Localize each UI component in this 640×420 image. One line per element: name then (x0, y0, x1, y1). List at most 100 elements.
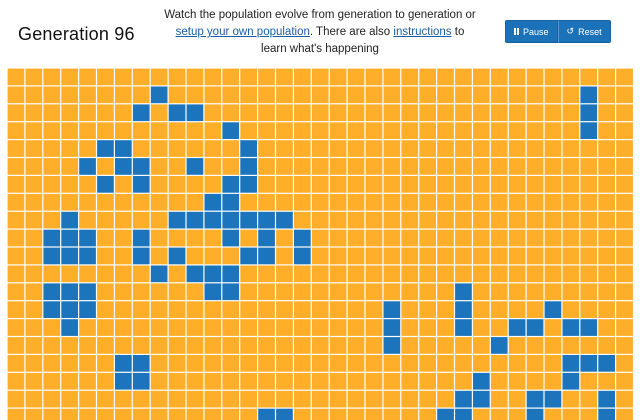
dead-cell[interactable] (598, 158, 615, 175)
dead-cell[interactable] (168, 193, 186, 211)
alive-cell[interactable] (115, 140, 132, 157)
dead-cell[interactable] (329, 176, 347, 193)
dead-cell[interactable] (526, 122, 544, 139)
dead-cell[interactable] (97, 390, 114, 408)
dead-cell[interactable] (526, 301, 544, 318)
dead-cell[interactable] (455, 140, 472, 157)
dead-cell[interactable] (276, 193, 293, 211)
dead-cell[interactable] (490, 408, 508, 420)
dead-cell[interactable] (240, 372, 257, 390)
dead-cell[interactable] (240, 355, 257, 372)
dead-cell[interactable] (276, 283, 293, 301)
dead-cell[interactable] (311, 193, 329, 211)
dead-cell[interactable] (132, 140, 150, 157)
dead-cell[interactable] (115, 247, 132, 265)
dead-cell[interactable] (240, 193, 257, 211)
dead-cell[interactable] (150, 319, 168, 336)
dead-cell[interactable] (419, 355, 436, 372)
dead-cell[interactable] (204, 372, 222, 390)
dead-cell[interactable] (329, 265, 347, 283)
dead-cell[interactable] (311, 229, 329, 247)
dead-cell[interactable] (61, 193, 78, 211)
alive-cell[interactable] (526, 408, 544, 420)
dead-cell[interactable] (25, 355, 43, 372)
dead-cell[interactable] (25, 104, 43, 122)
dead-cell[interactable] (7, 140, 25, 157)
dead-cell[interactable] (437, 372, 454, 390)
dead-cell[interactable] (61, 86, 78, 104)
dead-cell[interactable] (7, 193, 25, 211)
dead-cell[interactable] (186, 247, 204, 265)
dead-cell[interactable] (204, 104, 222, 122)
dead-cell[interactable] (347, 158, 365, 175)
dead-cell[interactable] (616, 176, 633, 193)
dead-cell[interactable] (204, 229, 222, 247)
dead-cell[interactable] (347, 176, 365, 193)
dead-cell[interactable] (616, 301, 633, 318)
alive-cell[interactable] (240, 158, 257, 175)
dead-cell[interactable] (294, 372, 311, 390)
dead-cell[interactable] (455, 355, 472, 372)
dead-cell[interactable] (204, 319, 222, 336)
dead-cell[interactable] (580, 68, 598, 86)
dead-cell[interactable] (526, 283, 544, 301)
dead-cell[interactable] (258, 193, 275, 211)
dead-cell[interactable] (347, 301, 365, 318)
dead-cell[interactable] (580, 193, 598, 211)
alive-cell[interactable] (43, 229, 61, 247)
dead-cell[interactable] (347, 86, 365, 104)
alive-cell[interactable] (222, 211, 240, 229)
dead-cell[interactable] (97, 372, 114, 390)
dead-cell[interactable] (294, 355, 311, 372)
dead-cell[interactable] (598, 301, 615, 318)
dead-cell[interactable] (544, 283, 562, 301)
dead-cell[interactable] (150, 158, 168, 175)
dead-cell[interactable] (562, 229, 580, 247)
dead-cell[interactable] (43, 140, 61, 157)
dead-cell[interactable] (490, 265, 508, 283)
dead-cell[interactable] (598, 372, 615, 390)
dead-cell[interactable] (115, 193, 132, 211)
dead-cell[interactable] (222, 408, 240, 420)
dead-cell[interactable] (43, 86, 61, 104)
dead-cell[interactable] (419, 68, 436, 86)
dead-cell[interactable] (508, 301, 526, 318)
dead-cell[interactable] (437, 283, 454, 301)
alive-cell[interactable] (562, 355, 580, 372)
dead-cell[interactable] (508, 193, 526, 211)
dead-cell[interactable] (401, 372, 419, 390)
dead-cell[interactable] (598, 140, 615, 157)
alive-cell[interactable] (168, 211, 186, 229)
dead-cell[interactable] (186, 390, 204, 408)
dead-cell[interactable] (383, 86, 401, 104)
alive-cell[interactable] (132, 176, 150, 193)
dead-cell[interactable] (186, 229, 204, 247)
dead-cell[interactable] (544, 68, 562, 86)
dead-cell[interactable] (79, 390, 96, 408)
dead-cell[interactable] (150, 372, 168, 390)
dead-cell[interactable] (329, 390, 347, 408)
alive-cell[interactable] (580, 122, 598, 139)
dead-cell[interactable] (473, 301, 490, 318)
dead-cell[interactable] (240, 104, 257, 122)
dead-cell[interactable] (150, 104, 168, 122)
dead-cell[interactable] (97, 104, 114, 122)
dead-cell[interactable] (168, 265, 186, 283)
dead-cell[interactable] (43, 408, 61, 420)
alive-cell[interactable] (383, 301, 401, 318)
dead-cell[interactable] (61, 355, 78, 372)
dead-cell[interactable] (25, 158, 43, 175)
dead-cell[interactable] (7, 122, 25, 139)
dead-cell[interactable] (490, 355, 508, 372)
dead-cell[interactable] (186, 372, 204, 390)
alive-cell[interactable] (222, 229, 240, 247)
dead-cell[interactable] (562, 140, 580, 157)
dead-cell[interactable] (473, 211, 490, 229)
setup-population-link[interactable]: setup your own population (175, 26, 310, 38)
dead-cell[interactable] (258, 319, 275, 336)
dead-cell[interactable] (168, 372, 186, 390)
dead-cell[interactable] (544, 337, 562, 354)
dead-cell[interactable] (383, 408, 401, 420)
dead-cell[interactable] (79, 104, 96, 122)
dead-cell[interactable] (544, 158, 562, 175)
